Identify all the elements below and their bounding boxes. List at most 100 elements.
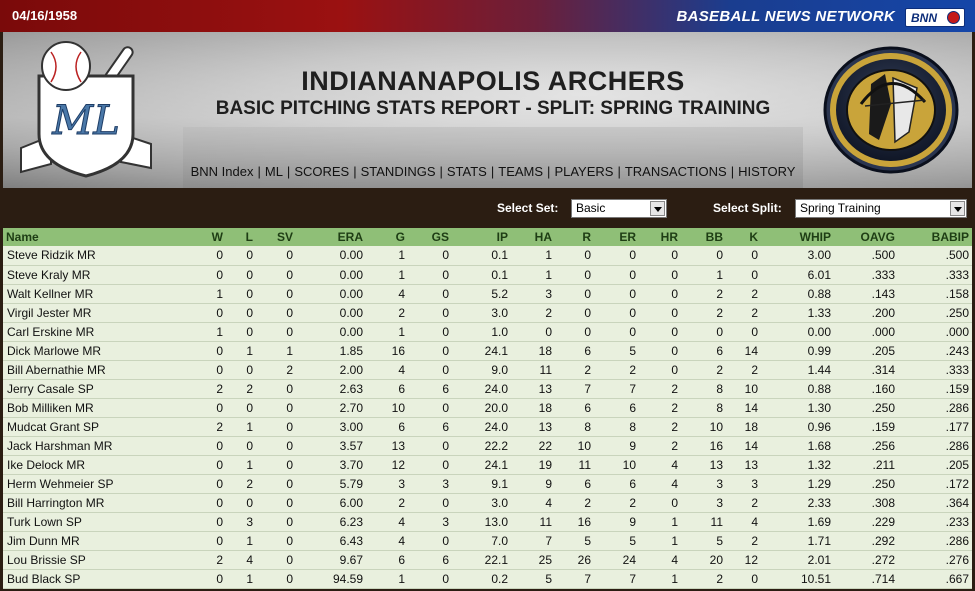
stat-cell-ip: 0.1 bbox=[491, 267, 508, 282]
stat-cell-k: 2 bbox=[751, 533, 758, 548]
stat-cell-ha: 13 bbox=[538, 381, 552, 396]
stat-cell-gs: 0 bbox=[442, 343, 449, 358]
stat-cell-whip: 1.71 bbox=[807, 533, 831, 548]
nav-link-transactions[interactable]: TRANSACTIONS bbox=[624, 164, 727, 179]
player-name-link[interactable]: Dick Marlowe MR bbox=[7, 343, 102, 358]
chevron-down-icon[interactable] bbox=[650, 201, 665, 216]
header-banner: ML INDIANANAPOLIS ARCHERS BASIC PITCHING… bbox=[3, 32, 972, 188]
stat-cell-gs: 0 bbox=[442, 248, 449, 263]
stat-cell-hr: 4 bbox=[671, 457, 678, 472]
table-body: Steve Ridzik MR 0 0 0 0.00 1 0 0.1 1 0 0 0 0 0 3.00.50… bbox=[3, 246, 972, 588]
stat-cell-er: 0 bbox=[629, 324, 636, 339]
stat-cell-k: 10 bbox=[744, 381, 758, 396]
stat-cell-w: 1 bbox=[216, 286, 223, 301]
stat-cell-er: 7 bbox=[629, 571, 636, 586]
stat-cell-sv: 0 bbox=[286, 305, 293, 320]
stat-cell-l: 0 bbox=[246, 248, 253, 263]
column-header-g[interactable]: G bbox=[395, 230, 405, 244]
column-header-era[interactable]: ERA bbox=[337, 230, 363, 244]
team-logo-archer-icon[interactable] bbox=[821, 44, 961, 176]
stat-cell-ha: 4 bbox=[545, 495, 552, 510]
ml-league-logo[interactable]: ML bbox=[11, 36, 161, 182]
stat-cell-oavg: .308 bbox=[871, 495, 895, 510]
column-header-oavg[interactable]: OAVG bbox=[860, 230, 895, 244]
stat-cell-era: 0.00 bbox=[339, 248, 363, 263]
nav-link-history[interactable]: HISTORY bbox=[738, 164, 796, 179]
player-name-link[interactable]: Bud Black SP bbox=[7, 571, 81, 586]
nav-link-teams[interactable]: TEAMS bbox=[498, 164, 544, 179]
stat-cell-gs: 6 bbox=[442, 419, 449, 434]
table-row: Walt Kellner MR 1 0 0 0.00 4 0 5.2 3 0 0 0 2 2 0.88 .14… bbox=[3, 284, 972, 303]
player-name-link[interactable]: Jack Harshman MR bbox=[7, 438, 113, 453]
player-name-link[interactable]: Jim Dunn MR bbox=[7, 533, 80, 548]
stat-cell-oavg: .143 bbox=[871, 286, 895, 301]
player-name-link[interactable]: Turk Lown SP bbox=[7, 514, 82, 529]
chevron-down-icon[interactable] bbox=[950, 201, 965, 216]
stat-cell-l: 1 bbox=[246, 533, 253, 548]
player-name-link[interactable]: Walt Kellner MR bbox=[7, 286, 94, 301]
column-header-ip[interactable]: IP bbox=[496, 230, 508, 244]
stat-cell-w: 1 bbox=[216, 324, 223, 339]
team-title: INDIANANAPOLIS ARCHERS bbox=[301, 66, 685, 96]
stat-cell-whip: 1.29 bbox=[807, 476, 831, 491]
column-header-l[interactable]: L bbox=[245, 230, 253, 244]
stat-cell-er: 2 bbox=[629, 495, 636, 510]
column-header-hr[interactable]: HR bbox=[660, 230, 678, 244]
player-name-link[interactable]: Herm Wehmeier SP bbox=[7, 476, 114, 491]
column-header-sv[interactable]: SV bbox=[276, 230, 293, 244]
player-name-link[interactable]: Virgil Jester MR bbox=[7, 305, 92, 320]
select-set-dropdown[interactable]: Basic bbox=[571, 199, 667, 218]
stat-cell-oavg: .250 bbox=[871, 400, 895, 415]
column-header-bb[interactable]: BB bbox=[705, 230, 723, 244]
top-bar: 04/16/1958 BASEBALL NEWS NETWORK BNN bbox=[0, 0, 975, 32]
nav-link-ml[interactable]: ML bbox=[264, 164, 283, 179]
nav-link-stats[interactable]: STATS bbox=[446, 164, 487, 179]
stat-cell-sv: 0 bbox=[286, 571, 293, 586]
table-row: Mudcat Grant SP 2 1 0 3.00 6 6 24.0 13 8 8 2 10 18 0.9… bbox=[3, 417, 972, 436]
column-header-whip[interactable]: WHIP bbox=[799, 230, 831, 244]
select-split-dropdown[interactable]: Spring Training bbox=[795, 199, 967, 218]
column-header-er[interactable]: ER bbox=[619, 230, 636, 244]
player-name-link[interactable]: Carl Erskine MR bbox=[7, 324, 95, 339]
column-header-name[interactable]: Name bbox=[6, 230, 39, 244]
nav-link-players[interactable]: PLAYERS bbox=[554, 164, 614, 179]
stat-cell-w: 0 bbox=[216, 495, 223, 510]
column-header-w[interactable]: W bbox=[211, 230, 223, 244]
column-header-k[interactable]: K bbox=[749, 230, 758, 244]
stat-cell-l: 0 bbox=[246, 438, 253, 453]
player-name-link[interactable]: Bob Milliken MR bbox=[7, 400, 94, 415]
stat-cell-g: 1 bbox=[398, 248, 405, 263]
stat-cell-l: 0 bbox=[246, 305, 253, 320]
player-name-link[interactable]: Ike Delock MR bbox=[7, 457, 86, 472]
column-header-gs[interactable]: GS bbox=[431, 230, 449, 244]
bnn-logo[interactable]: BNN bbox=[905, 8, 965, 27]
column-header-ha[interactable]: HA bbox=[534, 230, 552, 244]
table-row: Bill Abernathie MR 0 0 2 2.00 4 0 9.0 11 2 2 0 2 2 1.4… bbox=[3, 360, 972, 379]
player-name-link[interactable]: Bill Abernathie MR bbox=[7, 362, 106, 377]
nav-link-bnn-index[interactable]: BNN Index bbox=[190, 164, 254, 179]
player-name-link[interactable]: Lou Brissie SP bbox=[7, 552, 86, 567]
stat-cell-k: 2 bbox=[751, 305, 758, 320]
stat-cell-er: 5 bbox=[629, 533, 636, 548]
column-header-babip[interactable]: BABIP bbox=[931, 230, 969, 244]
select-split-label: Select Split: bbox=[713, 201, 782, 215]
column-header-r[interactable]: R bbox=[582, 230, 591, 244]
stat-cell-g: 4 bbox=[398, 362, 405, 377]
stat-cell-w: 0 bbox=[216, 571, 223, 586]
stat-cell-bb: 6 bbox=[716, 343, 723, 358]
stat-cell-whip: 1.30 bbox=[807, 400, 831, 415]
nav-link-scores[interactable]: SCORES bbox=[294, 164, 350, 179]
stat-cell-ip: 22.2 bbox=[484, 438, 508, 453]
stat-cell-k: 18 bbox=[744, 419, 758, 434]
stat-cell-ha: 5 bbox=[545, 571, 552, 586]
player-name-link[interactable]: Bill Harrington MR bbox=[7, 495, 105, 510]
player-name-link[interactable]: Jerry Casale SP bbox=[7, 381, 94, 396]
player-name-link[interactable]: Steve Ridzik MR bbox=[7, 248, 96, 263]
stat-cell-bb: 2 bbox=[716, 305, 723, 320]
stat-cell-babip: .286 bbox=[945, 400, 969, 415]
stat-cell-l: 1 bbox=[246, 571, 253, 586]
stat-cell-era: 6.23 bbox=[339, 514, 363, 529]
player-name-link[interactable]: Steve Kraly MR bbox=[7, 267, 91, 282]
player-name-link[interactable]: Mudcat Grant SP bbox=[7, 419, 100, 434]
nav-link-standings[interactable]: STANDINGS bbox=[360, 164, 436, 179]
